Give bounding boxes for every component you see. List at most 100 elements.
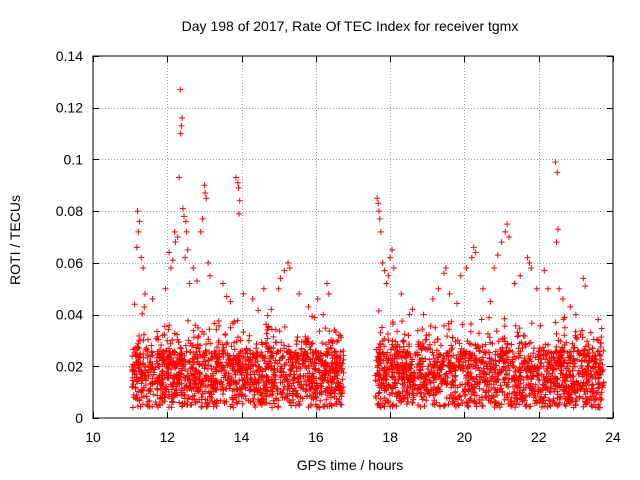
data-point (149, 296, 156, 303)
data-point (203, 195, 210, 202)
data-point (243, 346, 250, 353)
data-point (522, 392, 529, 399)
data-point (534, 365, 541, 372)
data-point (254, 366, 261, 373)
data-point (442, 265, 449, 272)
data-point (219, 350, 226, 357)
y-tick-label: 0.02 (56, 358, 83, 374)
data-point (506, 234, 512, 240)
data-point (535, 388, 542, 395)
data-point (197, 379, 204, 386)
data-point (540, 374, 547, 381)
data-point (169, 257, 176, 264)
data-point (389, 246, 395, 253)
data-point (498, 401, 505, 408)
data-point (248, 376, 255, 383)
data-point (461, 386, 468, 393)
data-point (595, 337, 602, 344)
data-point (508, 394, 515, 401)
data-point (165, 326, 172, 333)
data-point (179, 205, 186, 212)
data-point (147, 368, 154, 375)
data-point (194, 324, 201, 331)
data-point (450, 382, 457, 389)
data-point (279, 394, 286, 401)
data-point (519, 344, 526, 351)
data-point (545, 396, 552, 403)
data-point (561, 348, 568, 355)
data-point (507, 403, 514, 410)
data-point (587, 394, 594, 401)
data-point (448, 368, 455, 375)
data-point (384, 360, 391, 367)
data-point (385, 337, 392, 344)
data-point (150, 391, 157, 398)
data-point (558, 360, 565, 367)
data-point (176, 174, 183, 181)
data-point (394, 328, 401, 335)
data-point (235, 210, 242, 217)
data-point (423, 373, 430, 380)
data-point (543, 352, 550, 359)
data-point (277, 347, 284, 354)
data-point (159, 361, 166, 368)
data-point (222, 332, 229, 339)
data-point (574, 388, 581, 395)
data-point (530, 345, 537, 352)
data-point (456, 340, 463, 347)
data-point (194, 334, 201, 341)
data-point (487, 298, 494, 305)
data-point (307, 346, 314, 353)
data-point (498, 353, 505, 360)
data-point (420, 311, 427, 318)
data-point (383, 376, 390, 383)
data-point (313, 360, 320, 367)
data-point (392, 375, 399, 382)
data-point (196, 360, 203, 367)
data-point (426, 356, 433, 363)
data-point (568, 348, 575, 355)
data-point (207, 381, 214, 388)
data-point (582, 343, 589, 350)
data-point (270, 354, 277, 361)
data-point (213, 403, 220, 410)
data-point (239, 400, 246, 407)
data-point (598, 334, 605, 341)
data-point (384, 330, 391, 337)
data-point (512, 354, 519, 361)
data-point (545, 285, 551, 292)
data-point (538, 355, 545, 362)
data-point (421, 403, 428, 410)
data-point (417, 367, 424, 374)
data-point (131, 301, 138, 308)
data-point (256, 386, 263, 393)
data-point (324, 378, 331, 385)
data-point (553, 360, 560, 367)
data-point (214, 354, 221, 361)
data-point (459, 321, 466, 328)
data-point (263, 321, 270, 328)
data-point (145, 387, 152, 394)
data-point (434, 336, 441, 343)
data-point (338, 384, 345, 391)
data-point (399, 318, 406, 325)
data-point (592, 360, 599, 367)
data-point (285, 356, 292, 363)
data-point (540, 397, 547, 404)
data-point (512, 404, 519, 411)
data-point (166, 322, 173, 329)
data-point (464, 372, 471, 379)
y-tick-label: 0.04 (56, 307, 83, 323)
data-point (314, 380, 321, 387)
data-point (496, 366, 503, 373)
data-point (225, 352, 232, 359)
data-point (394, 341, 401, 348)
data-point (421, 343, 428, 350)
data-point (556, 349, 563, 356)
data-point (404, 394, 411, 401)
data-point (270, 367, 277, 374)
data-point (564, 349, 571, 356)
data-point (504, 221, 511, 228)
data-point (196, 348, 203, 355)
data-point (567, 303, 574, 310)
